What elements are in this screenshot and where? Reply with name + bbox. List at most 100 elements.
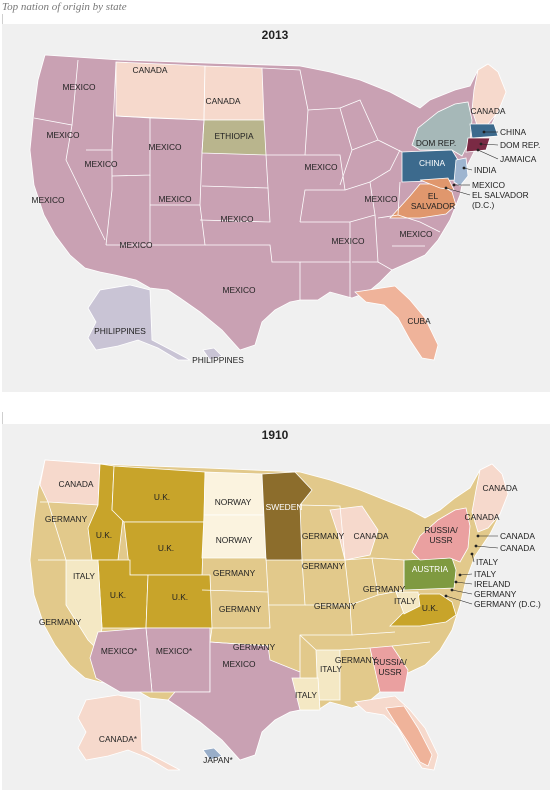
callout-dc: GERMANY (D.C.) — [474, 599, 541, 609]
label-kansas: MEXICO — [220, 214, 254, 224]
subtitle: Top nation of origin by state — [2, 1, 127, 13]
label-alaska: CANADA* — [99, 734, 138, 744]
label-utah: U.K. — [110, 590, 126, 600]
state-maine — [471, 63, 507, 129]
label-montana: CANADA — [133, 65, 168, 75]
label-new-york: DOM REP. — [416, 138, 456, 148]
label-maine: CANADA — [471, 106, 506, 116]
label-tennessee: GERMANY — [335, 655, 378, 665]
label-wyoming: MEXICO — [148, 142, 182, 152]
state-pennsylvania — [403, 557, 457, 591]
label-idaho: U.K. — [96, 530, 112, 540]
callout-rhode-island: CANADA — [500, 543, 535, 553]
callout-lines-2013 — [445, 131, 499, 196]
state-arizona — [89, 627, 153, 693]
callout-new-jersey: INDIA — [474, 165, 497, 175]
label-north-dakota: NORWAY — [215, 497, 252, 507]
labels-1910: CANADA GERMANY GERMANY ITALY U.K. U.K. U… — [39, 479, 541, 765]
state-north-dakota — [203, 65, 265, 121]
label-alaska: PHILIPPINES — [94, 326, 146, 336]
callout-lines-1910 — [445, 535, 499, 605]
state-borders-2013 — [33, 59, 441, 300]
label-iowa: GERMANY — [302, 561, 345, 571]
label-illinois: GERMANY — [314, 601, 357, 611]
label-virginia: U.K. — [422, 603, 438, 613]
label-nevada: ITALY — [73, 571, 95, 581]
label-pennsylvania: AUSTRIA — [412, 564, 449, 574]
label-oregon: GERMANY — [45, 514, 88, 524]
label-arizona: MEXICO* — [101, 646, 138, 656]
label-wisconsin: GERMANY — [302, 531, 345, 541]
label-georgia-b: USSR — [378, 667, 401, 677]
us-map-2013: MEXICO MEXICO MEXICO MEXICO MEXICO MEXIC… — [29, 54, 540, 365]
label-oklahoma: GERMANY — [233, 642, 276, 652]
label-michigan: CANADA — [354, 531, 389, 541]
state-borders-1910 — [38, 501, 431, 672]
label-north-carolina: MEXICO — [399, 229, 433, 239]
state-florida-overlay — [385, 705, 433, 767]
label-alabama: MEXICO — [331, 236, 365, 246]
year-label-1910: 1910 — [261, 428, 289, 442]
label-illinois: MEXICO — [304, 162, 338, 172]
label-nebraska: GERMANY — [213, 568, 256, 578]
state-new-mexico — [145, 627, 211, 693]
state-texas — [167, 641, 301, 761]
label-colorado: MEXICO — [158, 194, 192, 204]
state-georgia — [369, 645, 409, 693]
state-connecticut — [465, 137, 491, 153]
label-hawaii: JAPAN* — [203, 755, 233, 765]
label-new-mexico: MEXICO* — [156, 646, 193, 656]
label-vermont: CANADA — [465, 512, 500, 522]
label-virginia-a: EL — [428, 191, 439, 201]
state-washington — [39, 459, 101, 506]
label-california: MEXICO — [31, 195, 65, 205]
label-nevada: MEXICO — [84, 159, 118, 169]
us-landmass — [29, 54, 506, 351]
callout-massachusetts: CANADA — [500, 531, 535, 541]
label-ohio: GERMANY — [363, 584, 406, 594]
label-south-dakota: NORWAY — [216, 535, 253, 545]
callout-rhode-island: DOM REP. — [500, 140, 540, 150]
labels-2013: MEXICO MEXICO MEXICO MEXICO MEXICO MEXIC… — [31, 65, 540, 365]
label-hawaii: PHILIPPINES — [192, 355, 244, 365]
label-virginia-b: SALVADOR — [411, 201, 455, 211]
label-california: GERMANY — [39, 617, 82, 627]
state-louisiana — [291, 677, 321, 711]
label-texas: MEXICO — [222, 285, 256, 295]
callout-maryland: GERMANY — [474, 589, 517, 599]
label-new-york-a: RUSSIA/ — [424, 525, 458, 535]
state-maine — [471, 463, 509, 533]
label-louisiana: ITALY — [295, 690, 317, 700]
label-ohio: MEXICO — [364, 194, 398, 204]
state-new-york — [411, 507, 471, 563]
state-north-dakota — [203, 471, 265, 516]
label-north-dakota: CANADA — [206, 96, 241, 106]
label-washington: CANADA — [59, 479, 94, 489]
callout-maryland-dc-b: (D.C.) — [472, 200, 495, 210]
callout-delaware: MEXICO — [472, 180, 506, 190]
label-pennsylvania: CHINA — [419, 158, 445, 168]
label-texas: MEXICO — [222, 659, 256, 669]
label-oregon: MEXICO — [46, 130, 80, 140]
callout-massachusetts: CHINA — [500, 127, 526, 137]
label-wyoming: U.K. — [158, 543, 174, 553]
label-west-virginia: ITALY — [394, 596, 416, 606]
state-west-virginia — [395, 591, 421, 615]
label-kansas: GERMANY — [219, 604, 262, 614]
state-alaska — [77, 694, 181, 771]
state-new-jersey — [453, 157, 469, 187]
label-colorado: U.K. — [172, 592, 188, 602]
label-washington: MEXICO — [62, 82, 96, 92]
state-florida — [354, 285, 439, 361]
label-minnesota: SWEDEN — [266, 502, 303, 512]
state-hawaii — [202, 747, 223, 761]
state-michigan — [329, 505, 379, 561]
label-mississippi: ITALY — [320, 664, 342, 674]
callout-connecticut: JAMAICA — [500, 154, 537, 164]
state-virginia — [389, 183, 457, 219]
label-arizona: MEXICO — [119, 240, 153, 250]
callout-maryland-dc-a: EL SALVADOR — [472, 190, 529, 200]
callout-connecticut: ITALY — [476, 557, 498, 567]
state-hawaii — [202, 347, 223, 361]
label-south-dakota: ETHIOPIA — [214, 131, 254, 141]
